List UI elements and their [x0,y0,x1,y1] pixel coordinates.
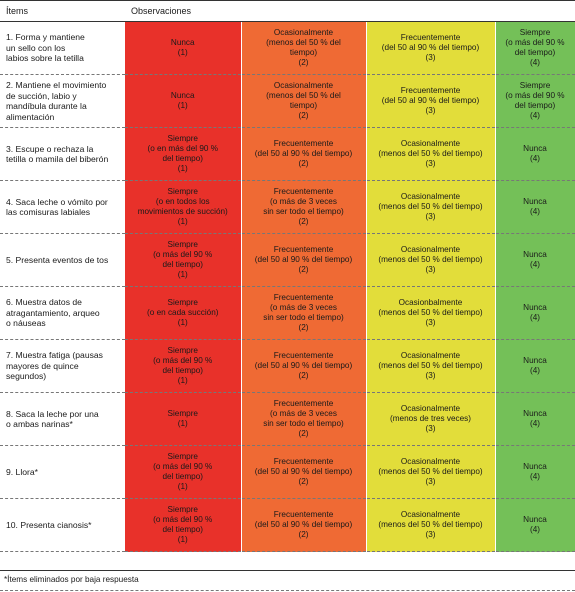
table-row: 6. Muestra datos de atragantamiento, arq… [0,286,575,340]
observation-cell-yellow: Ocasionalmente (menos del 50 % del tiemp… [366,233,496,287]
item-label: 8. Saca la leche por una o ambas narinas… [0,392,125,446]
observation-cell-yellow: Ocasionalmente (menos del 50 % del tiemp… [366,339,496,393]
observation-cell-green: Nunca (4) [495,286,575,340]
table-row: 1. Forma y mantiene un sello con los lab… [0,21,575,75]
observation-cell-orange: Frecuentemente (del 50 al 90 % del tiemp… [241,127,367,181]
observation-cell-red: Siempre (o más del 90 % del tiempo) (1) [125,445,242,499]
observation-cell-green: Nunca (4) [495,498,575,552]
item-label: 4. Saca leche o vómito por las comisuras… [0,180,125,234]
observation-cell-red: Siempre (o en más del 90 % del tiempo) (… [125,127,242,181]
table-row: 7. Muestra fatiga (pausas mayores de qui… [0,339,575,393]
observation-cell-green: Siempre (o más del 90 % del tiempo) (4) [495,21,575,75]
table-row: 3. Escupe o rechaza la tetilla o mamila … [0,127,575,181]
observation-cell-green: Nunca (4) [495,392,575,446]
observation-cell-green: Siempre (o más del 90 % del tiempo) (4) [495,74,575,128]
table-row: 9. Llora* Siempre (o más del 90 % del tie… [0,445,575,499]
observation-cell-red: Siempre (o más del 90 % del tiempo) (1) [125,339,242,393]
observation-cell-red: Siempre (o en todos los movimientos de s… [125,180,242,234]
observation-cell-red: Siempre (1) [125,392,242,446]
table-row: 2. Mantiene el movimiento de succión, la… [0,74,575,128]
item-label: 9. Llora* [0,445,125,499]
observation-cell-red: Siempre (o más del 90 % del tiempo) (1) [125,233,242,287]
table-row: 5. Presenta eventos de tos Siempre (o más… [0,233,575,287]
observation-cell-orange: Frecuentemente (o más de 3 veces sin ser… [241,180,367,234]
item-label: 7. Muestra fatiga (pausas mayores de qui… [0,339,125,393]
bottom-divider [0,590,575,591]
table-row: 8. Saca la leche por una o ambas narinas… [0,392,575,446]
observation-cell-yellow: Frecuentemente (del 50 al 90 % del tiemp… [366,21,496,75]
table-row: 10. Presenta cianosis* Siempre (o más del… [0,498,575,552]
observation-cell-orange: Frecuentemente (del 50 al 90 % del tiemp… [241,233,367,287]
observation-cell-red: Nunca (1) [125,74,242,128]
item-label: 2. Mantiene el movimiento de succión, la… [0,74,125,128]
table-row: 4. Saca leche o vómito por las comisuras… [0,180,575,234]
observation-cell-orange: Frecuentemente (o más de 3 veces sin ser… [241,392,367,446]
item-label: 5. Presenta eventos de tos [0,233,125,287]
observation-cell-orange: Frecuentemente (del 50 al 90 % del tiemp… [241,445,367,499]
observation-cell-orange: Ocasionalmente (menos del 50 % del tiemp… [241,21,367,75]
table-header-row: Ítems Observaciones [0,0,575,22]
observation-cell-green: Nunca (4) [495,127,575,181]
item-label: 1. Forma y mantiene un sello con los lab… [0,21,125,75]
observation-cell-yellow: Ocasionalmente (menos del 50 % del tiemp… [366,180,496,234]
observation-cell-yellow: Ocasionalmente (menos de tres veces) (3) [366,392,496,446]
observation-cell-red: Siempre (o más del 90 % del tiempo) (1) [125,498,242,552]
table-body: 1. Forma y mantiene un sello con los lab… [0,21,575,552]
observation-cell-green: Nunca (4) [495,180,575,234]
observation-cell-orange: Frecuentemente (del 50 al 90 % del tiemp… [241,498,367,552]
item-label: 10. Presenta cianosis* [0,498,125,552]
observation-cell-red: Siempre (o en cada succión) (1) [125,286,242,340]
observation-cell-yellow: Ocasionalmente (menos del 50 % del tiemp… [366,127,496,181]
observation-cell-yellow: Ocasionalmente (menos del 50 % del tiemp… [366,445,496,499]
observation-cell-red: Nunca (1) [125,21,242,75]
observation-cell-yellow: Frecuentemente (del 50 al 90 % del tiemp… [366,74,496,128]
observation-cell-orange: Frecuentemente (del 50 al 90 % del tiemp… [241,339,367,393]
observation-cell-orange: Frecuentemente (o más de 3 veces sin ser… [241,286,367,340]
observation-cell-yellow: Ocasionalmente (menos del 50 % del tiemp… [366,498,496,552]
observation-cell-green: Nunca (4) [495,445,575,499]
observation-cell-orange: Ocasionalmente (menos del 50 % del tiemp… [241,74,367,128]
observation-cell-yellow: Ocasionbalmente (menos del 50 % del tiem… [366,286,496,340]
items-column-header: Ítems [0,0,125,22]
observation-cell-green: Nunca (4) [495,339,575,393]
observations-column-header: Observaciones [125,0,575,22]
item-label: 6. Muestra datos de atragantamiento, arq… [0,286,125,340]
observation-table: Ítems Observaciones 1. Forma y mantiene … [0,0,575,552]
footnote: *Ítems eliminados por baja respuesta [0,570,575,584]
item-label: 3. Escupe o rechaza la tetilla o mamila … [0,127,125,181]
observation-cell-green: Nunca (4) [495,233,575,287]
